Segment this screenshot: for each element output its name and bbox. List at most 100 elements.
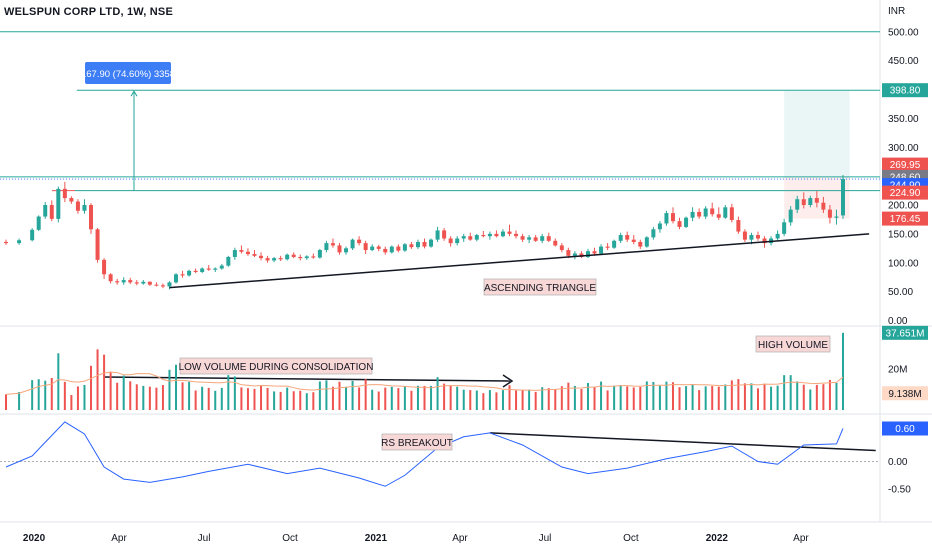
candle-body [546, 236, 551, 241]
breakout-badge [882, 185, 928, 200]
volume-bar [547, 388, 550, 410]
candle-body [291, 254, 296, 257]
candle-body [592, 251, 597, 254]
ascending-triangle-text: ASCENDING TRIANGLE [484, 283, 596, 294]
volume-bar [828, 379, 831, 410]
volume-ma-badge [882, 386, 928, 401]
axes: INR500.00450.00400.00350.00300.00250.002… [23, 6, 919, 544]
candle-body [638, 241, 643, 247]
target-zone [784, 90, 850, 177]
candle-body [442, 230, 447, 239]
low-volume-label[interactable]: LOW VOLUME DURING CONSOLIDATION [179, 357, 374, 375]
volume-bar [109, 371, 112, 410]
volume-bar [737, 379, 740, 410]
volume-bar [515, 390, 518, 410]
rs-breakout-label[interactable]: RS BREAKOUT [381, 433, 453, 451]
candle-body [625, 235, 630, 240]
volume-bar [430, 385, 433, 410]
volume-bar [122, 375, 125, 410]
price-candles [4, 174, 845, 290]
volume-bar [678, 387, 681, 410]
volume-bars [5, 332, 844, 410]
low-badge-text: 176.45 [890, 214, 921, 225]
volume-bar [698, 390, 701, 410]
ascending-support-line [169, 233, 870, 289]
measure-arrow-head [130, 90, 138, 97]
volume-bar [606, 390, 609, 410]
candle-body [841, 179, 845, 216]
candle-body [755, 235, 760, 239]
candle-body [193, 270, 198, 272]
volume-bar [70, 395, 73, 410]
candle-body [631, 239, 636, 242]
ascending-triangle-label[interactable]: ASCENDING TRIANGLE [483, 278, 596, 296]
price-axis-unit: INR [888, 6, 905, 17]
price-tick-label: 300.00 [888, 143, 919, 154]
candle-body [448, 238, 453, 244]
high-volume-label[interactable]: HIGH VOLUME [755, 335, 831, 353]
volume-bar [685, 386, 688, 410]
volume-bar [462, 389, 465, 410]
candle-body [245, 251, 250, 255]
volume-bar [534, 391, 537, 410]
candle-body [206, 268, 211, 270]
volume-bar [83, 384, 86, 410]
volume-bar [273, 391, 276, 410]
volume-bar [639, 386, 642, 410]
volume-bar [181, 382, 184, 410]
volume-bar [116, 382, 119, 410]
volume-bar [364, 379, 367, 410]
candle-body [141, 281, 146, 284]
volume-bar [770, 386, 773, 410]
time-tick-label: 2021 [365, 533, 388, 544]
volume-bar [50, 378, 53, 410]
volume-bar [632, 387, 635, 410]
candle-body [553, 240, 558, 246]
volume-bar [338, 381, 341, 410]
volume-bar [488, 390, 491, 410]
volume-bar [331, 386, 334, 410]
candle-body [814, 198, 819, 203]
candle-body [618, 235, 623, 241]
volume-bar [449, 385, 452, 410]
measure-label[interactable]: 167.90 (74.60%) 3358 [81, 62, 175, 84]
candle-body [723, 207, 728, 218]
high-badge [882, 157, 928, 172]
volume-bar [586, 382, 589, 410]
candle-body [684, 217, 689, 227]
candle-body [383, 248, 388, 253]
volume-last-badge-text: 37.651M [886, 328, 925, 339]
horizontal-levels [0, 31, 880, 192]
price-tick-label: 50.00 [888, 287, 913, 298]
candle-body [612, 240, 617, 248]
volume-bar [57, 353, 60, 410]
candle-body [265, 258, 270, 261]
candle-body [239, 250, 244, 252]
candle-body [429, 239, 434, 247]
volume-bar [711, 386, 714, 410]
candle-body [494, 233, 499, 237]
volume-bar [214, 390, 217, 410]
volume-bar [802, 384, 805, 410]
candle-body [82, 205, 87, 211]
chart-title: WELSPUN CORP LTD, 1W, NSE [4, 6, 173, 18]
volume-bar [724, 384, 727, 410]
volume-bar [194, 390, 197, 410]
candle-body [435, 230, 440, 240]
volume-bar [750, 383, 753, 410]
candle-body [167, 282, 172, 287]
candle-body [710, 208, 715, 215]
volume-bar [148, 386, 151, 410]
candle-body [572, 253, 577, 256]
volume-bar [541, 387, 544, 410]
candle-body [795, 199, 800, 210]
candle-body [370, 246, 375, 251]
volume-ma-badge-text: 9.138M [888, 389, 921, 400]
candle-body [89, 205, 94, 230]
candle-body [651, 229, 656, 238]
volume-bar [155, 387, 158, 410]
volume-bar [96, 349, 99, 410]
volume-bar [613, 385, 616, 410]
time-tick-label: Oct [623, 533, 639, 544]
